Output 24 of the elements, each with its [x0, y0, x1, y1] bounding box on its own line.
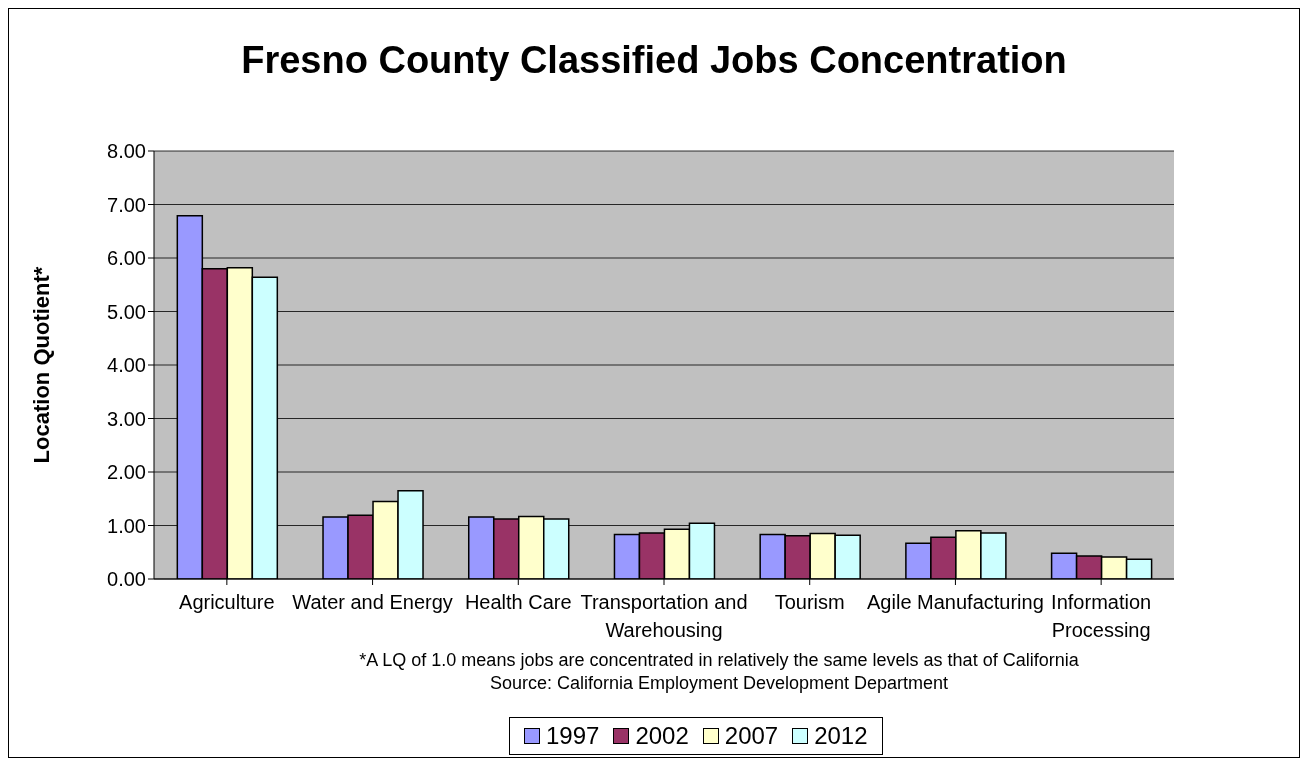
y-tick-label: 2.00 — [107, 461, 146, 484]
x-tick-label: Agriculture — [179, 591, 275, 614]
y-tick-label: 7.00 — [107, 193, 146, 216]
y-axis-title: Location Quotient* — [28, 266, 54, 464]
x-tick-label: Health Care — [464, 591, 572, 614]
source-note: Source: California Employment Development Department — [488, 672, 950, 695]
y-tick-label: 3.00 — [107, 407, 146, 430]
x-tick-label: Transportation and Warehousing — [580, 591, 748, 642]
text: *A LQ of 1.0 means jobs are concentrated in relatively the same levels as that of California — [358, 649, 1080, 672]
x-tick-label: Water and Energy — [292, 591, 453, 614]
legend-label: 1997 — [545, 722, 600, 750]
legend-label: 2007 — [723, 722, 779, 750]
x-tick-label: Information Processing — [1051, 591, 1152, 642]
y-tick-label: 6.00 — [107, 247, 146, 270]
x-tick-label: Agile Manufacturing — [867, 591, 1044, 614]
chart-title: Fresno County Classified Jobs Concentration — [240, 39, 1068, 82]
y-tick-label: 5.00 — [107, 300, 146, 323]
legend-label: 2012 — [813, 722, 868, 750]
x-tick-label: Tourism — [774, 591, 845, 614]
y-tick-label: 8.00 — [107, 140, 146, 163]
y-tick-label: 0.00 — [107, 568, 146, 591]
legend-label: 2002 — [634, 722, 689, 750]
y-tick-label: 4.00 — [107, 354, 146, 377]
y-tick-label: 1.00 — [107, 514, 146, 537]
